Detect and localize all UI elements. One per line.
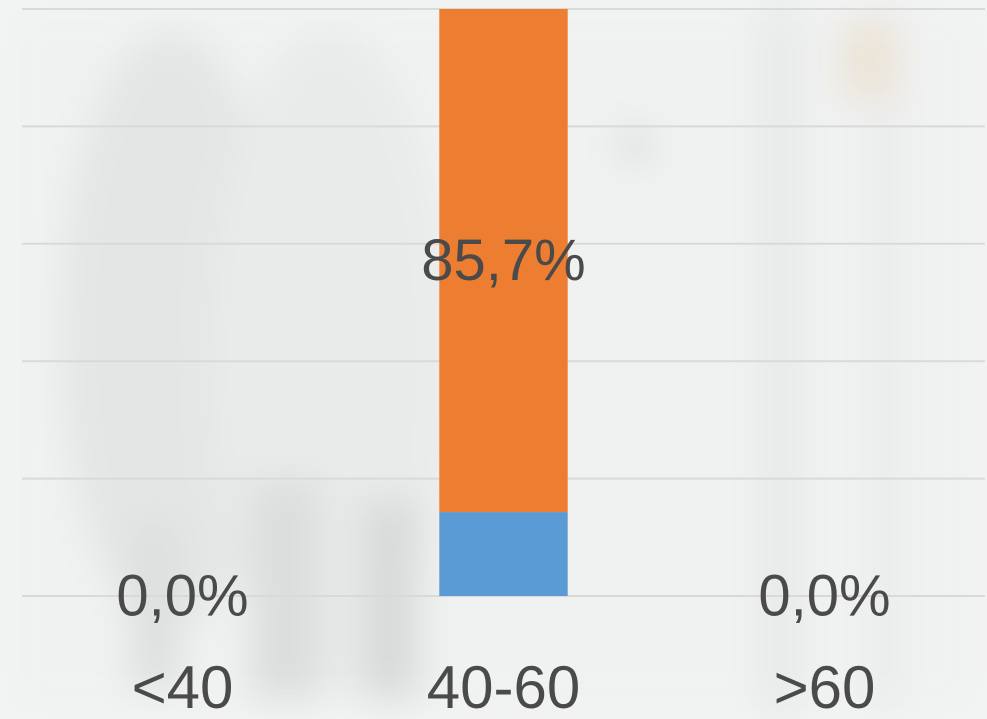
data-label: 85,7% — [421, 228, 585, 293]
x-tick-label: >60 — [774, 654, 876, 719]
x-tick-label: 40-60 — [427, 654, 580, 719]
data-label: 0,0% — [116, 563, 248, 628]
data-label: 0,0% — [758, 563, 890, 628]
x-tick-label: <40 — [132, 654, 234, 719]
bar-segment — [439, 512, 568, 596]
bar-segment — [439, 9, 568, 513]
